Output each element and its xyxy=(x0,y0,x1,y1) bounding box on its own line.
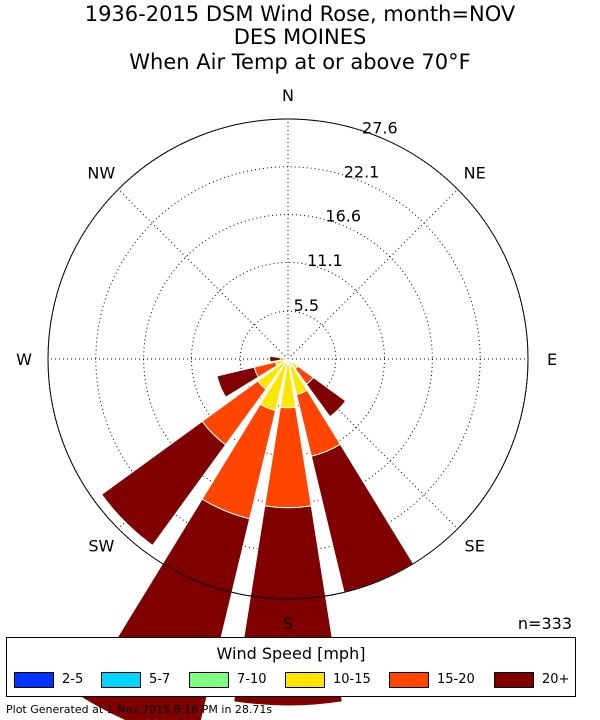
legend-swatch xyxy=(101,672,141,688)
ring-gridline xyxy=(190,261,386,457)
legend-swatch xyxy=(494,672,534,688)
compass-label-E: E xyxy=(547,350,557,369)
compass-label-NW: NW xyxy=(87,163,115,182)
legend-swatch xyxy=(14,672,54,688)
legend-swatch xyxy=(189,672,229,688)
radial-gridline xyxy=(287,188,459,360)
compass-label-NE: NE xyxy=(464,163,486,182)
footer-note: Plot Generated at 1 Nov 2015 8:16 PM in … xyxy=(6,703,273,716)
ring-gridline xyxy=(95,166,481,552)
compass-label-S: S xyxy=(283,614,293,633)
rose-bar-SE-20+ xyxy=(305,376,347,418)
radial-tick-label: 27.6 xyxy=(362,118,398,137)
chart-title: 1936-2015 DSM Wind Rose, month=NOV xyxy=(84,2,516,26)
legend-label: 5-7 xyxy=(149,672,171,687)
legend: Wind Speed [mph] 2-5 5-7 7-10 10-15 15-2… xyxy=(6,637,576,697)
chart-station: DES MOINES xyxy=(233,25,367,49)
legend-label: 20+ xyxy=(542,672,570,687)
radial-tick-label: 5.5 xyxy=(294,296,319,315)
radial-tick-label: 22.1 xyxy=(344,162,380,181)
legend-swatch xyxy=(389,672,429,688)
rose-frame xyxy=(47,118,529,600)
compass-label-W: W xyxy=(16,350,32,369)
legend-label: 2-5 xyxy=(62,672,84,687)
rose-bar-SW-20+ xyxy=(100,420,227,547)
compass-label-SW: SW xyxy=(88,537,114,556)
ring-gridline xyxy=(239,310,337,408)
legend-label: 7-10 xyxy=(237,672,267,687)
rose-bar-WSW-20+ xyxy=(216,366,260,398)
compass-label-N: N xyxy=(282,86,294,105)
radial-tick-label: 11.1 xyxy=(307,251,343,270)
rose-bar-W-20+ xyxy=(269,355,281,363)
legend-swatch xyxy=(285,672,325,688)
chart-condition: When Air Temp at or above 70°F xyxy=(129,50,471,74)
radial-gridline xyxy=(117,188,289,360)
legend-label: 10-15 xyxy=(333,672,371,687)
observation-count: n=333 xyxy=(517,614,572,633)
compass-label-SE: SE xyxy=(465,537,485,556)
legend-title: Wind Speed [mph] xyxy=(216,644,366,663)
rose-bar-W-15-20 xyxy=(279,357,287,361)
ring-gridline xyxy=(143,214,433,504)
rose-bar-SSE-20+ xyxy=(310,443,415,593)
radial-tick-label: 16.6 xyxy=(325,207,361,226)
legend-label: 15-20 xyxy=(437,672,475,687)
